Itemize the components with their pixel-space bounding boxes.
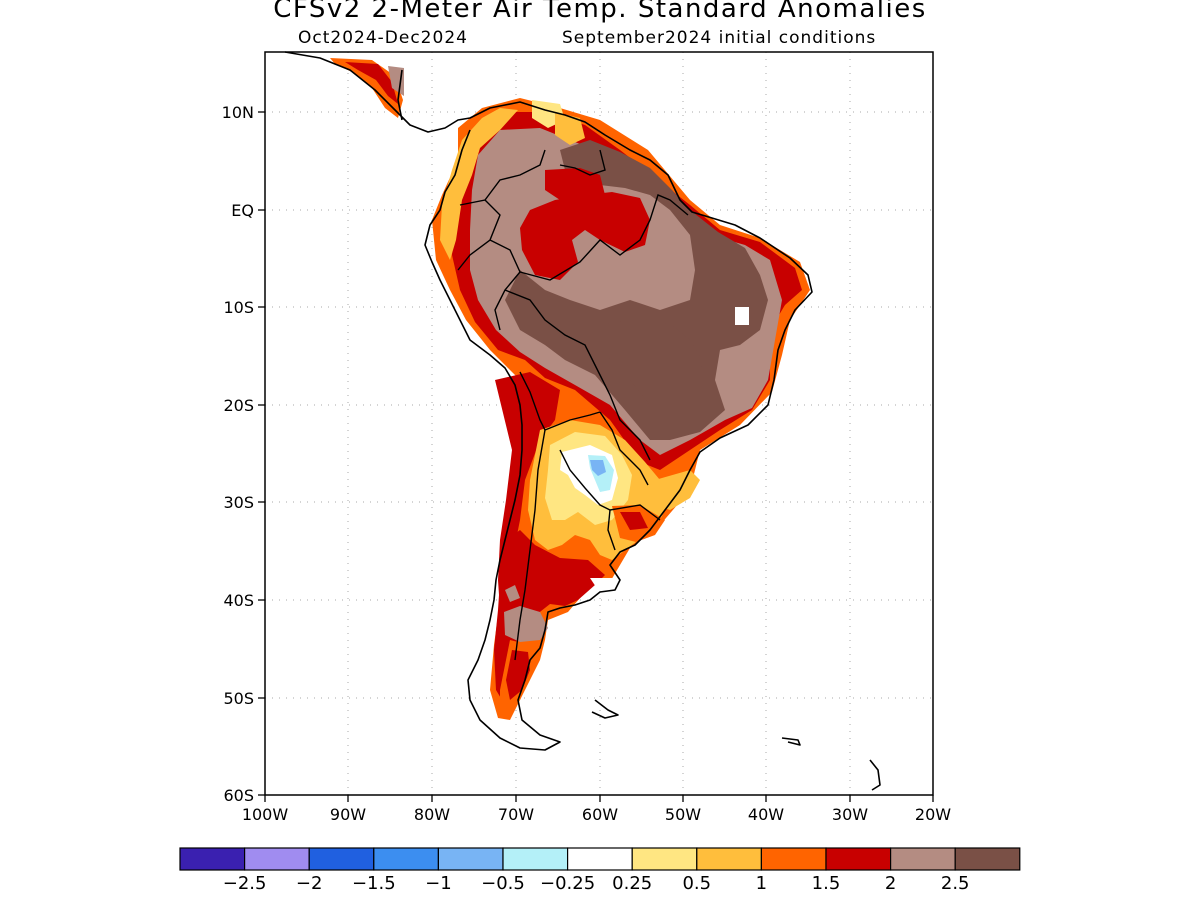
colorbar-swatch (696, 847, 762, 871)
colorbar-label: −2 (296, 873, 323, 894)
colorbar-label: 2.5 (941, 873, 970, 894)
lon-label: 50W (665, 805, 701, 824)
colorbar-label: 1.5 (812, 873, 841, 894)
colorbar-swatch (373, 847, 439, 871)
lon-label: 100W (242, 805, 289, 824)
colorbar-label: 0.25 (612, 873, 652, 894)
colorbar-swatch (760, 847, 827, 871)
colorbar-label: −0.25 (540, 873, 595, 894)
lon-label: 40W (748, 805, 784, 824)
tick-marks (258, 111, 934, 802)
colorbar-legend: −2.5 −2 −1.5 −1 −0.5 −0.25 0.25 0.5 1 1.5 2 2.5 (179, 847, 1021, 894)
colorbar-label: −0.5 (481, 873, 525, 894)
colorbar-swatch (308, 847, 375, 871)
lat-label: 10S (223, 298, 254, 317)
colorbar-swatch (502, 847, 569, 871)
lat-label: 40S (223, 591, 254, 610)
colorbar-label: 1 (756, 873, 767, 894)
colorbar-label: −2.5 (223, 873, 267, 894)
lon-label: 20W (915, 805, 951, 824)
lat-label: 50S (223, 689, 254, 708)
lon-label: 80W (414, 805, 450, 824)
lon-label: 60W (582, 805, 618, 824)
colorbar-swatch (825, 847, 892, 871)
coastlines (284, 51, 881, 791)
colorbar-swatch (954, 847, 1021, 871)
colorbar-swatch (631, 847, 698, 871)
colorbar-swatch (889, 847, 956, 871)
colorbar-label: −1.5 (352, 873, 396, 894)
colorbar-swatch (437, 847, 504, 871)
colorbar-label: 2 (885, 873, 896, 894)
forecast-period-subtitle: Oct2024-Dec2024 (298, 28, 468, 48)
lon-label: 90W (330, 805, 366, 824)
colorbar-label: −1 (425, 873, 452, 894)
colorbar-swatch (566, 847, 633, 871)
lat-label: EQ (231, 201, 254, 220)
lat-label: 60S (223, 786, 254, 805)
lat-label: 20S (223, 396, 254, 415)
south-america-anomalies (432, 98, 810, 720)
map-frame (264, 51, 934, 796)
colorbar-swatch (244, 847, 310, 871)
colorbar-swatch (179, 847, 246, 871)
colorbar-label: 0.5 (682, 873, 711, 894)
lon-label: 30W (832, 805, 868, 824)
map-title: CFSv2 2-Meter Air Temp. Standard Anomali… (273, 0, 927, 24)
lat-label: 10N (222, 103, 254, 122)
anomaly-region-gt-2.5 (505, 140, 768, 440)
lon-label: 70W (498, 805, 534, 824)
country-borders (457, 149, 689, 661)
initial-conditions-subtitle: September2024 initial conditions (562, 28, 877, 48)
lat-label: 30S (223, 493, 254, 512)
